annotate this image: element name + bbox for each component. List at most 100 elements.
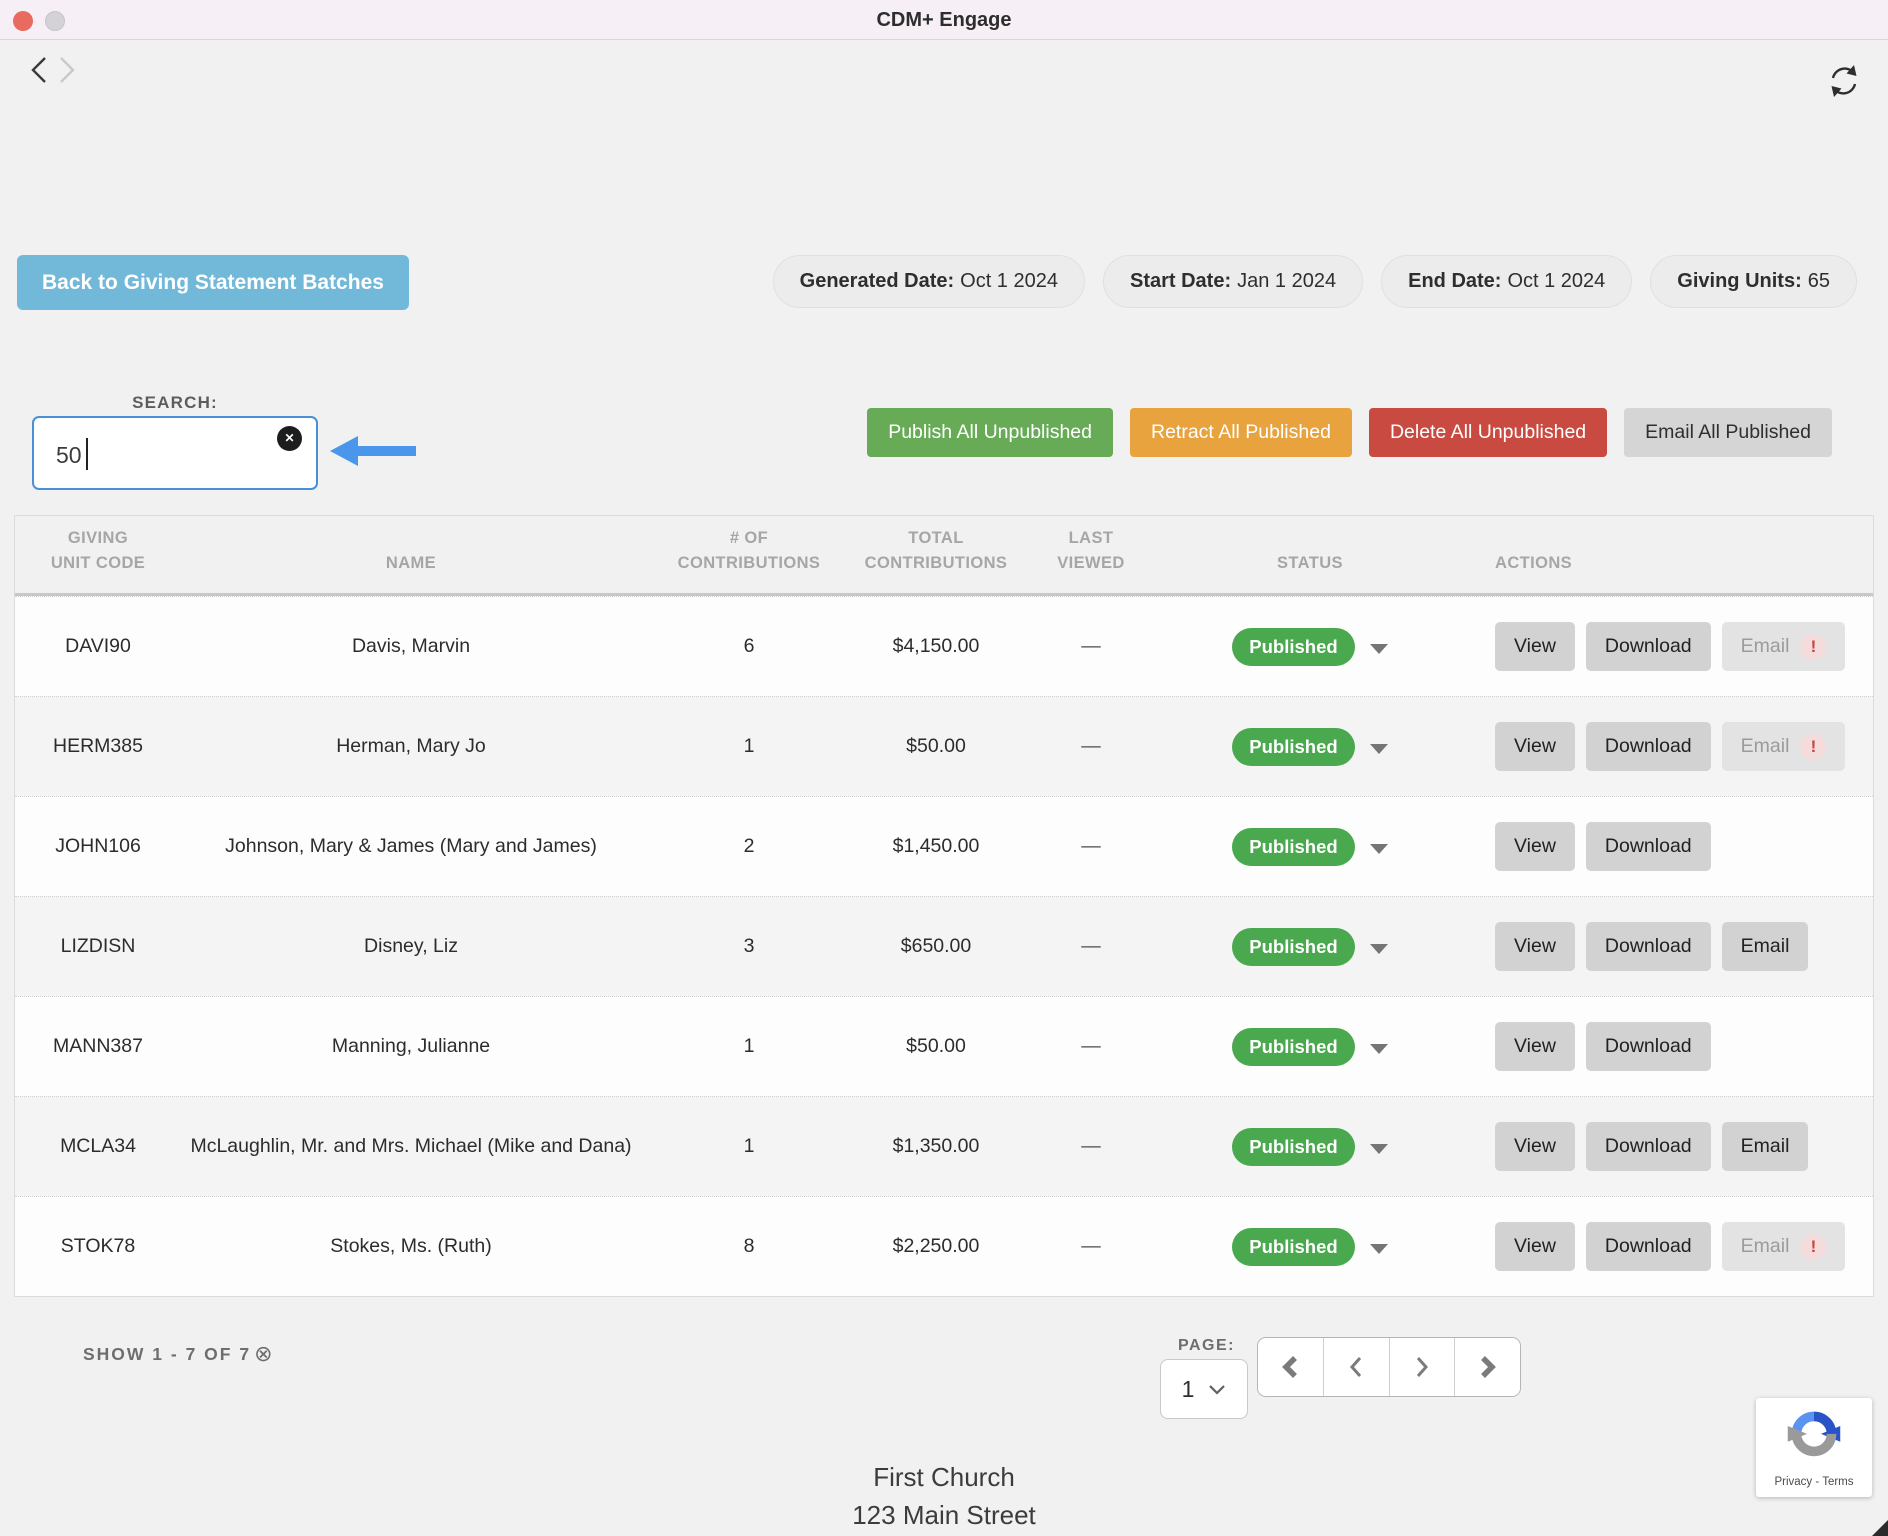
giving-unit-code: DAVI90 — [65, 635, 131, 657]
download-button[interactable]: Download — [1585, 922, 1711, 971]
batch-info-pills: Generated Date: Oct 1 2024 Start Date: Jan… — [772, 255, 1857, 308]
table-row: STOK78 Stokes, Ms. (Ruth) 8 $2,250.00 — … — [15, 1196, 1873, 1296]
table-row: MANN387 Manning, Julianne 1 $50.00 — Pub… — [15, 996, 1873, 1096]
search-input[interactable]: 50 ✕ — [32, 416, 318, 490]
status-badge[interactable]: Published — [1232, 727, 1355, 766]
view-button[interactable]: View — [1495, 1222, 1575, 1271]
view-button[interactable]: View — [1495, 922, 1575, 971]
text-cursor — [86, 438, 88, 470]
giving-unit-code: STOK78 — [60, 1235, 136, 1257]
status-badge[interactable]: Published — [1232, 1227, 1355, 1266]
last-page-button[interactable] — [1454, 1338, 1520, 1396]
alert-icon: ! — [1800, 1233, 1827, 1260]
view-button[interactable]: View — [1495, 1122, 1575, 1171]
back-to-batches-button[interactable]: Back to Giving Statement Batches — [17, 255, 409, 310]
delete-all-button[interactable]: Delete All Unpublished — [1368, 408, 1608, 457]
contribution-count: 2 — [743, 835, 755, 857]
email-all-button[interactable]: Email All Published — [1624, 408, 1832, 457]
download-button[interactable]: Download — [1585, 622, 1711, 671]
col-giving-unit-code: GIVING UNIT CODE — [50, 528, 146, 573]
download-button[interactable]: Download — [1585, 1222, 1711, 1271]
publish-all-button[interactable]: Publish All Unpublished — [867, 408, 1113, 457]
giving-unit-code: MANN387 — [53, 1035, 143, 1057]
table-header: GIVING UNIT CODE NAME # OF CONTRIBUTIONS… — [15, 516, 1873, 596]
refresh-icon[interactable] — [1824, 62, 1864, 102]
end-date-pill: End Date: Oct 1 2024 — [1381, 255, 1633, 308]
minimize-button[interactable] — [45, 11, 65, 31]
next-page-button[interactable] — [1388, 1338, 1455, 1396]
col-name: NAME — [385, 554, 437, 573]
view-button[interactable]: View — [1495, 722, 1575, 771]
table-row: MCLA34 McLaughlin, Mr. and Mrs. Michael … — [15, 1096, 1873, 1196]
download-button[interactable]: Download — [1585, 722, 1711, 771]
chevron-down-icon[interactable] — [1369, 1043, 1388, 1054]
chevron-down-icon[interactable] — [1369, 743, 1388, 754]
giver-name: Stokes, Ms. (Ruth) — [330, 1235, 492, 1257]
col-total-contributions: TOTAL CONTRIBUTIONS — [864, 528, 1008, 573]
total-contributions: $1,450.00 — [892, 835, 980, 857]
previous-page-button[interactable] — [1322, 1338, 1389, 1396]
clear-search-icon[interactable]: ✕ — [277, 426, 302, 451]
status-badge[interactable]: Published — [1232, 827, 1355, 866]
window-titlebar: CDM+ Engage — [0, 0, 1888, 40]
recaptcha-badge[interactable]: Privacy - Terms — [1756, 1398, 1872, 1497]
chevron-down-icon[interactable] — [1369, 943, 1388, 954]
total-contributions: $50.00 — [906, 735, 966, 757]
chevron-down-icon[interactable] — [1369, 1243, 1388, 1254]
last-viewed: — — [1081, 1235, 1101, 1257]
first-page-button[interactable] — [1258, 1338, 1323, 1396]
email-button[interactable]: Email — [1721, 922, 1809, 971]
email-button[interactable]: Email ! — [1721, 622, 1846, 671]
contribution-count: 1 — [743, 1135, 755, 1157]
recaptcha-privacy-terms[interactable]: Privacy - Terms — [1774, 1476, 1854, 1488]
chevron-down-icon[interactable] — [1369, 643, 1388, 654]
table-row: HERM385 Herman, Mary Jo 1 $50.00 — Publi… — [15, 696, 1873, 796]
back-nav-icon[interactable] — [26, 54, 52, 88]
download-button[interactable]: Download — [1585, 1022, 1711, 1071]
close-button[interactable] — [13, 11, 33, 31]
window-title: CDM+ Engage — [876, 9, 1012, 31]
status-badge[interactable]: Published — [1232, 927, 1355, 966]
email-button[interactable]: Email ! — [1721, 1222, 1846, 1271]
last-viewed: — — [1081, 1135, 1101, 1157]
bulk-actions: Publish All Unpublished Retract All Publ… — [867, 408, 1832, 457]
view-button[interactable]: View — [1495, 1022, 1575, 1071]
org-name: First Church — [873, 1462, 1015, 1492]
giving-units-pill: Giving Units: 65 — [1650, 255, 1857, 308]
alert-icon: ! — [1800, 733, 1827, 760]
search-value: 50 — [56, 442, 82, 468]
circled-x-icon[interactable]: ⊗ — [254, 1341, 273, 1366]
total-contributions: $2,250.00 — [892, 1235, 980, 1257]
status-badge[interactable]: Published — [1232, 627, 1355, 666]
view-button[interactable]: View — [1495, 822, 1575, 871]
giving-unit-code: LIZDISN — [60, 935, 136, 957]
retract-all-button[interactable]: Retract All Published — [1130, 408, 1352, 457]
download-button[interactable]: Download — [1585, 822, 1711, 871]
status-badge[interactable]: Published — [1232, 1127, 1355, 1166]
last-viewed: — — [1081, 1035, 1101, 1057]
status-badge[interactable]: Published — [1232, 1027, 1355, 1066]
giver-name: Disney, Liz — [364, 935, 458, 957]
giver-name: Davis, Marvin — [351, 635, 471, 657]
chevron-down-icon[interactable] — [1369, 843, 1388, 854]
email-button[interactable]: Email — [1721, 1122, 1809, 1171]
chevron-down-icon[interactable] — [1369, 1143, 1388, 1154]
giving-unit-code: MCLA34 — [60, 1135, 136, 1157]
forward-nav-icon[interactable] — [54, 54, 80, 88]
results-count: SHOW 1 - 7 OF 7 ⊗ — [83, 1341, 273, 1366]
giving-unit-code: HERM385 — [53, 735, 143, 757]
pointer-arrow-icon — [330, 436, 416, 471]
recaptcha-icon — [1787, 1411, 1841, 1457]
contribution-count: 1 — [743, 735, 755, 757]
col-contribution-count: # OF CONTRIBUTIONS — [677, 528, 821, 573]
pagination-controls — [1257, 1337, 1521, 1397]
download-button[interactable]: Download — [1585, 1122, 1711, 1171]
generated-date-pill: Generated Date: Oct 1 2024 — [772, 255, 1085, 308]
table-row: DAVI90 Davis, Marvin 6 $4,150.00 — Publi… — [15, 596, 1873, 696]
view-button[interactable]: View — [1495, 622, 1575, 671]
email-button[interactable]: Email ! — [1721, 722, 1846, 771]
page-select[interactable]: 1 — [1160, 1359, 1248, 1419]
total-contributions: $650.00 — [900, 935, 972, 957]
total-contributions: $1,350.00 — [892, 1135, 980, 1157]
col-last-viewed: LAST VIEWED — [1057, 528, 1125, 573]
